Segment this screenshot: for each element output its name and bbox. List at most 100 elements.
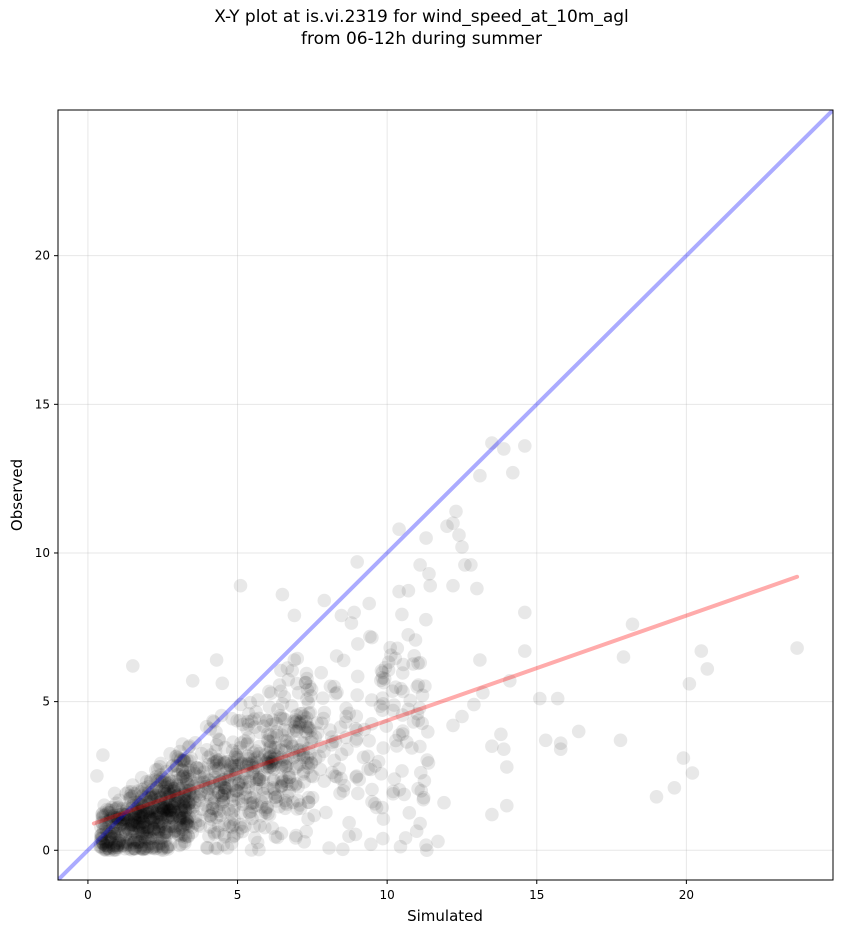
data-point [221,785,235,799]
data-point [227,759,242,773]
data-point [395,607,409,622]
data-point [175,763,190,778]
data-point [241,717,256,732]
data-point [196,775,211,790]
data-point [161,776,176,791]
data-point [307,808,322,823]
data-point [94,828,108,842]
data-point [263,728,277,742]
data-point [152,773,167,787]
data-point [396,684,410,699]
data-point [178,804,193,818]
data-point [319,805,333,820]
data-point [296,744,311,759]
data-point [571,724,586,739]
data-point [171,793,185,808]
data-point [211,818,226,833]
data-point [153,806,167,821]
data-point [685,766,700,780]
data-point [171,790,186,805]
data-point [395,708,410,722]
data-point [136,829,150,844]
data-point [177,753,191,768]
data-point [177,769,191,783]
data-point [151,762,165,777]
data-point [292,720,306,734]
data-point [96,808,110,823]
data-point [191,818,205,832]
data-point [300,683,315,697]
data-point [135,820,150,835]
data-point [286,750,301,765]
data-point [147,825,162,839]
data-point [178,800,193,815]
data-point [281,723,296,738]
data-point [177,752,191,767]
data-point [419,612,433,627]
data-point [131,784,145,798]
chart-title-line-2: from 06-12h during summer [301,29,542,49]
data-point [207,779,221,793]
data-point [250,770,264,785]
data-point [278,801,293,816]
data-point [105,800,119,815]
data-point [374,673,388,688]
data-point [97,838,112,852]
data-point [182,801,196,815]
data-point [99,815,114,830]
data-point [168,823,183,838]
data-point [108,820,123,835]
data-point [179,771,193,786]
data-point [217,754,231,768]
data-point [205,775,220,790]
data-point [248,760,263,774]
data-point [334,747,349,761]
data-point [280,777,294,792]
x-tick-label: 5 [234,888,242,902]
data-point [291,793,305,808]
data-point [251,772,266,786]
data-point [197,770,212,784]
data-point [500,760,514,774]
data-point [280,661,295,675]
data-point [144,804,158,818]
data-point [300,721,315,735]
line-layer [58,110,833,880]
data-point [181,790,195,804]
data-point [408,633,423,647]
data-point [298,675,313,690]
data-point [163,790,178,805]
data-point [111,835,126,850]
data-point [183,804,197,818]
data-point [121,811,136,825]
data-point [230,713,244,728]
data-point [108,829,122,843]
data-point [312,749,326,764]
data-point [106,840,120,854]
data-point [176,817,191,832]
data-point [247,795,261,810]
data-point [270,830,285,845]
data-point [245,796,260,810]
data-point [176,770,190,785]
data-point [301,756,316,771]
data-point [281,767,296,781]
data-point [111,838,126,852]
data-point [304,755,318,770]
data-point [119,808,133,822]
data-point [124,785,139,799]
data-point [339,701,353,716]
data-point [164,787,178,802]
data-point [203,820,217,834]
data-point [120,822,135,836]
data-point [371,754,386,769]
data-point [193,793,207,808]
data-point [314,665,329,680]
data-point [99,842,113,856]
y-tick-label: 0 [42,843,50,857]
data-point [328,686,343,701]
data-point [362,596,377,611]
data-point [131,808,146,823]
data-point [168,799,182,814]
data-point [140,820,155,835]
